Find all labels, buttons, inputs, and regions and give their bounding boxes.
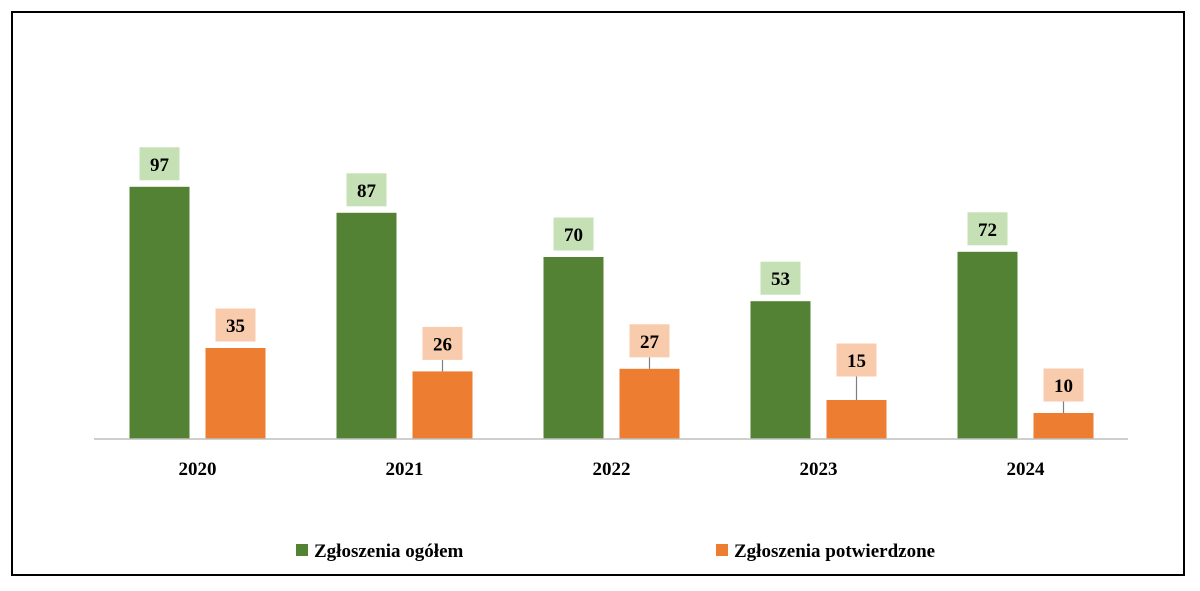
data-label-box-zgloszenia-ogolem-2022 xyxy=(553,217,594,251)
legend: Zgłoszenia ogółem Zgłoszenia potwierdzon… xyxy=(296,541,935,562)
legend-label-zgloszenia-ogolem: Zgłoszenia ogółem xyxy=(314,541,464,562)
data-label-zgloszenia-ogolem-2023: 53 xyxy=(771,269,790,290)
legend-label-zgloszenia-potwierdzone: Zgłoszenia potwierdzone xyxy=(734,541,935,562)
bar-zgloszenia-potwierdzone-2020 xyxy=(205,348,266,439)
x-tick-label-2024: 2024 xyxy=(1007,459,1046,480)
data-label-zgloszenia-potwierdzone-2021: 26 xyxy=(433,334,452,355)
data-label-box-zgloszenia-potwierdzone-2020 xyxy=(215,308,256,342)
data-label-box-zgloszenia-potwierdzone-2024 xyxy=(1043,368,1084,402)
data-label-box-zgloszenia-ogolem-2024 xyxy=(967,212,1008,246)
x-tick-label-2020: 2020 xyxy=(179,459,217,480)
legend-swatch-zgloszenia-potwierdzone xyxy=(716,544,728,556)
data-label-zgloszenia-ogolem-2024: 72 xyxy=(978,220,997,241)
x-tick-label-2021: 2021 xyxy=(386,459,424,480)
bar-zgloszenia-ogolem-2021 xyxy=(336,212,397,439)
bar-zgloszenia-potwierdzone-2022 xyxy=(619,368,680,439)
data-label-zgloszenia-ogolem-2022: 70 xyxy=(564,225,583,246)
data-label-box-zgloszenia-potwierdzone-2021 xyxy=(422,326,463,360)
data-label-zgloszenia-ogolem-2020: 97 xyxy=(150,155,170,176)
x-tick-label-2022: 2022 xyxy=(593,459,631,480)
legend-swatch-zgloszenia-ogolem xyxy=(296,544,308,556)
data-label-box-zgloszenia-potwierdzone-2022 xyxy=(629,324,670,358)
bar-zgloszenia-ogolem-2020 xyxy=(129,186,190,439)
data-label-zgloszenia-potwierdzone-2024: 10 xyxy=(1054,376,1073,397)
x-tick-label-2023: 2023 xyxy=(800,459,838,480)
data-label-zgloszenia-potwierdzone-2023: 15 xyxy=(847,351,866,372)
bar-zgloszenia-ogolem-2024 xyxy=(957,251,1018,439)
x-tick-labels: 2020 2021 2022 2023 2024 xyxy=(179,459,1046,480)
bar-zgloszenia-potwierdzone-2023 xyxy=(826,400,887,439)
data-label-box-zgloszenia-ogolem-2023 xyxy=(760,261,801,295)
bar-zgloszenia-potwierdzone-2021 xyxy=(412,371,473,439)
bars-layer xyxy=(129,186,1094,439)
bar-zgloszenia-ogolem-2023 xyxy=(750,301,811,439)
bar-zgloszenia-potwierdzone-2024 xyxy=(1033,413,1094,439)
data-labels-layer: 97 35 87 26 70 27 53 15 72 10 xyxy=(139,147,1084,413)
data-label-zgloszenia-ogolem-2021: 87 xyxy=(357,181,377,202)
data-label-box-zgloszenia-ogolem-2020 xyxy=(139,147,180,181)
bar-zgloszenia-ogolem-2022 xyxy=(543,257,604,439)
data-label-box-zgloszenia-potwierdzone-2023 xyxy=(836,343,877,377)
data-label-zgloszenia-potwierdzone-2022: 27 xyxy=(640,332,660,353)
data-label-zgloszenia-potwierdzone-2020: 35 xyxy=(226,316,245,337)
data-label-box-zgloszenia-ogolem-2021 xyxy=(346,173,387,207)
